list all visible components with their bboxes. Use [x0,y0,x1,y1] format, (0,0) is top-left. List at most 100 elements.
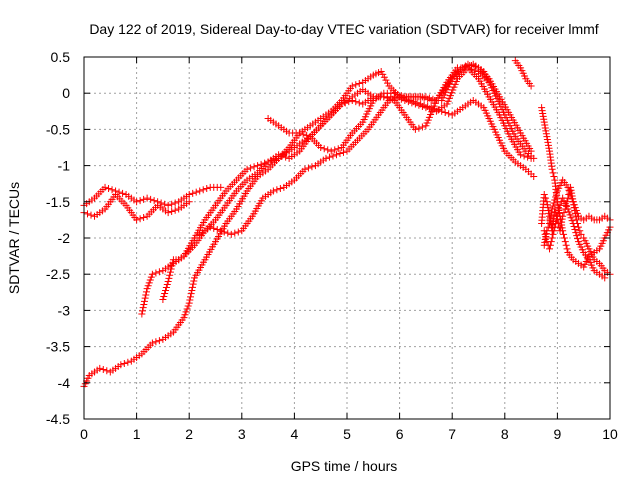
data-point-marker [203,185,211,193]
data-point-marker [566,211,574,219]
data-point-marker [210,224,218,232]
x-tick-label: 8 [501,426,509,442]
data-point-marker [138,310,146,318]
data-point-marker [322,154,330,162]
data-point-marker [568,195,576,203]
data-point-marker [527,154,535,162]
data-point-marker [145,279,153,287]
data-point-marker [163,280,171,288]
data-point-marker [185,299,193,307]
data-point-marker [96,364,104,372]
data-point-marker [558,221,566,229]
data-point-marker [234,228,242,236]
data-point-marker [271,156,279,164]
data-point-marker [568,217,576,225]
data-point-marker [540,227,548,235]
data-point-marker [560,234,568,242]
data-point-marker [385,96,393,104]
data-point-marker [557,215,565,223]
data-point-marker [141,294,149,302]
data-point-marker [547,214,555,222]
data-point-marker [345,98,353,106]
data-point-marker [542,194,550,202]
data-point-marker [220,228,228,236]
data-point-marker [394,94,402,102]
data-point-marker [148,270,156,278]
data-point-marker [257,160,265,168]
y-tick-label: 0.5 [51,49,71,65]
data-point-marker [527,82,535,90]
data-point-marker [549,169,557,177]
data-point-marker [317,144,325,151]
data-point-marker [190,277,198,285]
series-pass-j [538,104,614,271]
data-point-marker [556,201,564,209]
data-point-marker [87,211,95,219]
data-point-marker [411,125,419,133]
y-tick-label: -1.5 [46,194,70,210]
data-point-marker [544,206,552,214]
data-point-marker [541,121,549,129]
data-point-marker [308,163,316,171]
data-point-marker [334,145,342,153]
series-pass-d [138,60,535,318]
data-point-marker [553,212,561,220]
data-point-marker [544,223,552,231]
y-axis-label: SDTVAR / TECUs [6,182,22,294]
data-point-marker [164,201,172,209]
data-point-marker [559,227,567,235]
data-point-marker [577,230,585,238]
data-point-marker [341,99,349,107]
data-point-marker [140,301,148,309]
series-pass-c [80,67,538,390]
data-point-marker [571,226,579,234]
data-point-marker [538,104,546,112]
data-point-marker [247,164,255,172]
data-point-marker [108,186,116,194]
x-axis-label: GPS time / hours [291,458,398,474]
data-point-marker [544,138,552,146]
data-point-marker [155,337,163,345]
data-point-marker [542,234,550,242]
data-point-marker [546,245,554,253]
data-point-marker [339,148,347,156]
data-point-marker [565,186,573,194]
data-point-marker [299,130,307,138]
data-point-marker [524,153,532,161]
data-point-marker [554,209,562,217]
data-point-marker [199,186,207,194]
data-point-marker [161,200,169,208]
y-tick-label: -1 [58,158,71,174]
data-point-marker [185,191,193,199]
data-point-marker [296,129,304,137]
data-point-marker [542,127,550,135]
x-tick-label: 2 [185,426,193,442]
data-point-marker [550,199,558,207]
data-point-marker [164,209,172,217]
data-point-marker [418,102,426,110]
data-point-marker [189,280,197,288]
data-point-marker [382,76,390,84]
data-point-marker [101,183,109,191]
data-point-marker [555,205,563,213]
data-point-marker [124,358,132,366]
data-point-marker [184,302,192,310]
data-point-marker [441,109,449,117]
data-point-marker [547,211,555,219]
data-point-marker [276,185,284,193]
data-point-marker [520,152,528,160]
data-point-marker [380,73,388,81]
data-point-marker [425,105,433,113]
data-point-marker [562,241,570,249]
data-point-marker [543,133,551,141]
data-point-marker [140,297,148,305]
data-point-marker [168,200,176,208]
grid-layer [84,57,610,419]
data-point-marker [540,115,548,123]
y-tick-label: -4 [58,375,71,391]
data-point-marker [569,198,577,206]
data-point-marker [408,99,416,107]
data-point-marker [152,269,160,277]
data-point-marker [224,229,232,237]
